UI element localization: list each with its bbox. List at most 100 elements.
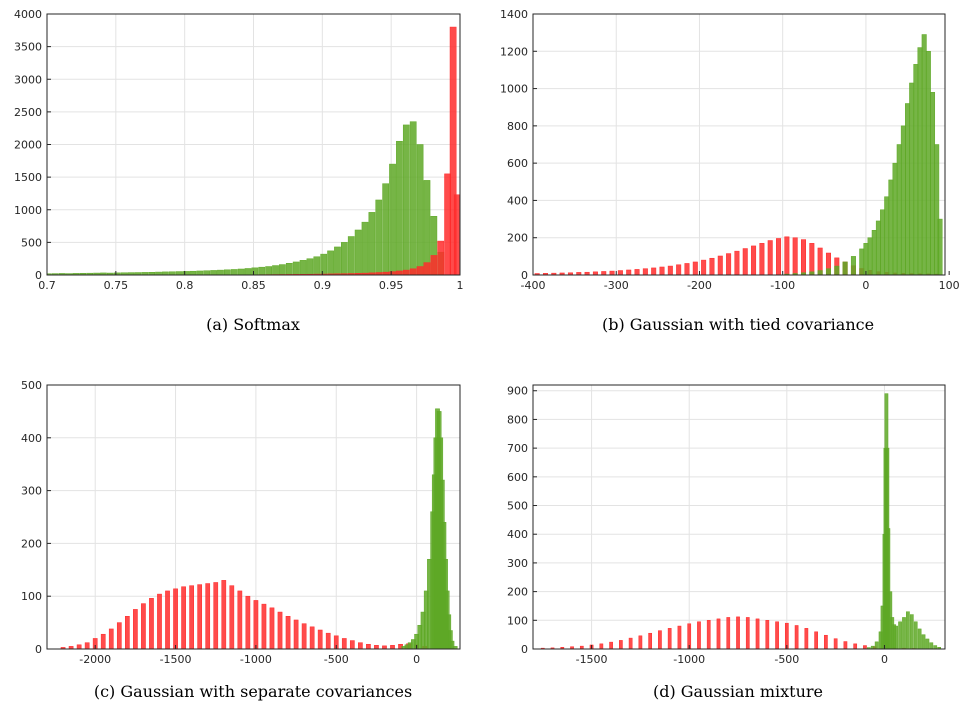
x-tick-label: 1: [457, 279, 464, 292]
histogram-bar-red: [619, 640, 623, 649]
histogram-bar-green: [866, 647, 871, 649]
histogram-bar-red: [742, 248, 748, 275]
histogram-bar-green: [402, 124, 410, 275]
histogram-bar-red: [237, 590, 243, 649]
histogram-bar-green: [65, 273, 73, 275]
histogram-bar-red: [245, 595, 251, 649]
histogram-bar-red: [676, 264, 682, 275]
histogram-bar-green: [913, 64, 919, 275]
histogram-bar-red: [341, 273, 348, 275]
histogram-bar-green: [141, 272, 149, 275]
histogram-bar-green: [886, 528, 891, 649]
histogram-bar-green: [917, 47, 923, 275]
axes-frame: [532, 13, 946, 276]
histogram-bar-green: [900, 125, 906, 275]
histogram-bar-red: [213, 582, 219, 649]
bars: [540, 393, 941, 649]
histogram-bar-red: [709, 257, 715, 275]
histogram-bar-red: [437, 240, 445, 275]
histogram-bar-green: [929, 642, 934, 649]
histogram-bar-red: [759, 243, 765, 275]
histogram-bar-red: [853, 643, 858, 649]
x-tick-label: -1500: [160, 653, 192, 666]
y-tick-label: 500: [507, 500, 528, 513]
histogram-bar-red: [453, 194, 460, 275]
histogram-bar-red: [809, 243, 815, 275]
x-tick-label: 0.7: [38, 279, 56, 292]
histogram-bar-green: [905, 103, 911, 275]
histogram-bar-red: [804, 628, 809, 649]
histogram-bar-green: [258, 266, 266, 275]
histogram-bar-red: [684, 263, 690, 275]
histogram-bar-green: [898, 621, 902, 649]
histogram-bar-green: [382, 183, 390, 275]
histogram-bar-green: [921, 634, 926, 649]
histogram-bar-red: [181, 586, 186, 649]
histogram-bar-red: [648, 632, 653, 649]
histogram-bar-green: [189, 270, 197, 275]
y-tick-label: 2000: [14, 139, 42, 152]
y-tick-label: 1000: [500, 83, 528, 96]
x-tick-label: -500: [774, 653, 799, 666]
histogram-bar-green: [313, 256, 321, 275]
histogram-bar-red: [125, 616, 130, 649]
histogram-bar-red: [229, 585, 235, 649]
histogram-bar-red: [76, 644, 82, 649]
histogram-bar-green: [894, 625, 899, 649]
histogram-bar-red: [667, 265, 673, 275]
axes-frame: [532, 384, 946, 650]
y-tick-label: 3000: [14, 73, 42, 86]
histogram-bar-red: [706, 620, 711, 649]
histogram-bar-green: [93, 272, 100, 275]
histogram-bar-red: [576, 272, 582, 275]
histogram-bar-red: [592, 271, 598, 275]
y-tick-label: 0: [521, 269, 528, 282]
histogram-bar-red: [366, 643, 371, 649]
histogram-bar-green: [86, 272, 94, 275]
histogram-bar-red: [396, 270, 403, 275]
histogram-bar-green: [930, 92, 936, 275]
histogram-bar-red: [736, 616, 740, 649]
x-tick-label: -100: [770, 279, 795, 292]
histogram-bar-red: [677, 625, 682, 649]
histogram-bar-red: [726, 253, 732, 275]
histogram-bar-red: [375, 272, 383, 275]
x-tick-label: -400: [521, 279, 546, 292]
histogram-bar-red: [628, 637, 633, 649]
histogram-bar-red: [833, 638, 838, 649]
histogram-bar-green: [127, 272, 135, 275]
y-tick-label: 400: [507, 528, 528, 541]
histogram-bar-green: [299, 260, 307, 275]
histogram-bar-red: [221, 580, 227, 649]
y-tick-label: 200: [507, 586, 528, 599]
y-tick-label: 800: [507, 120, 528, 133]
y-tick-label: 300: [21, 485, 42, 498]
x-tick-label: -300: [604, 279, 629, 292]
histogram-bar-red: [197, 584, 203, 649]
y-tick-label: 3500: [14, 41, 42, 54]
histogram-bar-green: [203, 270, 211, 275]
histogram-bar-green: [896, 144, 902, 275]
histogram-bar-green: [817, 270, 823, 275]
histogram-bar-red: [609, 270, 615, 275]
histogram-bar-red: [261, 603, 267, 649]
y-tick-label: 100: [21, 590, 42, 603]
histogram-bar-red: [269, 607, 275, 649]
x-tick-label: 0: [881, 653, 888, 666]
histogram-bar-red: [542, 273, 548, 275]
x-tick-label: -2000: [79, 653, 111, 666]
histogram-bar-green: [449, 640, 455, 649]
histogram-bar-red: [755, 618, 760, 649]
histogram-bar-green: [285, 263, 293, 275]
x-tick-label: -1000: [240, 653, 272, 666]
histogram-bar-red: [416, 266, 424, 275]
histogram-bar-green: [368, 212, 376, 275]
histogram-bar-red: [658, 630, 662, 649]
x-tick-label: -1500: [576, 653, 608, 666]
histogram-bar-red: [358, 642, 363, 649]
histogram-bar-green: [210, 270, 217, 275]
histogram-bar-red: [430, 255, 438, 275]
histogram-bar-red: [361, 272, 369, 275]
histogram-bar-green: [51, 273, 59, 275]
